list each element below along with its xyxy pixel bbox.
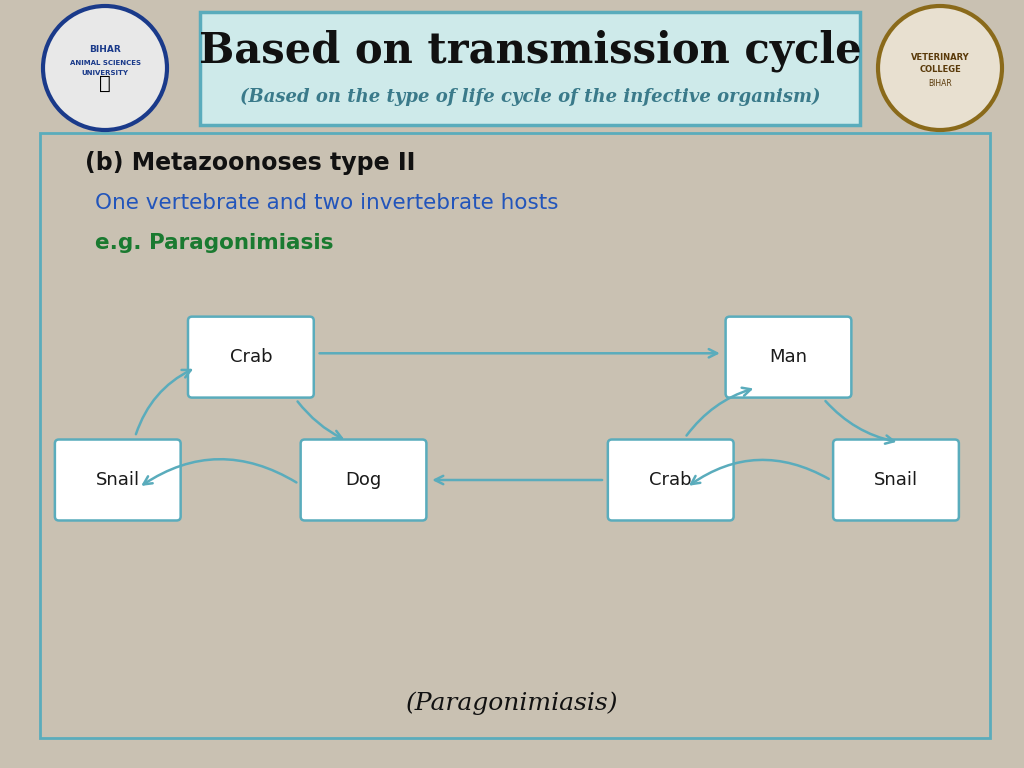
- FancyBboxPatch shape: [726, 316, 851, 398]
- Text: VETERINARY: VETERINARY: [910, 54, 970, 62]
- Text: Based on transmission cycle: Based on transmission cycle: [199, 29, 861, 71]
- Text: 🐄: 🐄: [99, 74, 111, 92]
- FancyBboxPatch shape: [200, 12, 860, 125]
- FancyBboxPatch shape: [55, 439, 180, 521]
- Text: (Based on the type of life cycle of the infective organism): (Based on the type of life cycle of the …: [240, 88, 820, 106]
- Text: (b) Metazoonoses type II: (b) Metazoonoses type II: [85, 151, 416, 175]
- FancyBboxPatch shape: [301, 439, 426, 521]
- Text: Man: Man: [769, 348, 808, 366]
- Text: Dog: Dog: [345, 471, 382, 489]
- Text: UNIVERSITY: UNIVERSITY: [82, 70, 128, 76]
- FancyBboxPatch shape: [188, 316, 313, 398]
- FancyBboxPatch shape: [608, 439, 733, 521]
- FancyBboxPatch shape: [834, 439, 958, 521]
- Text: One vertebrate and two invertebrate hosts: One vertebrate and two invertebrate host…: [95, 193, 558, 213]
- Circle shape: [878, 6, 1002, 130]
- Text: ANIMAL SCIENCES: ANIMAL SCIENCES: [70, 60, 140, 66]
- Text: (Paragonimiasis): (Paragonimiasis): [406, 691, 618, 715]
- Text: BIHAR: BIHAR: [928, 78, 952, 88]
- FancyBboxPatch shape: [40, 133, 990, 738]
- Text: COLLEGE: COLLEGE: [920, 65, 961, 74]
- Text: Crab: Crab: [649, 471, 692, 489]
- Text: Snail: Snail: [873, 471, 919, 489]
- Text: Snail: Snail: [95, 471, 140, 489]
- Text: Crab: Crab: [229, 348, 272, 366]
- Text: e.g. Paragonimiasis: e.g. Paragonimiasis: [95, 233, 334, 253]
- Circle shape: [43, 6, 167, 130]
- Text: BIHAR: BIHAR: [89, 45, 121, 55]
